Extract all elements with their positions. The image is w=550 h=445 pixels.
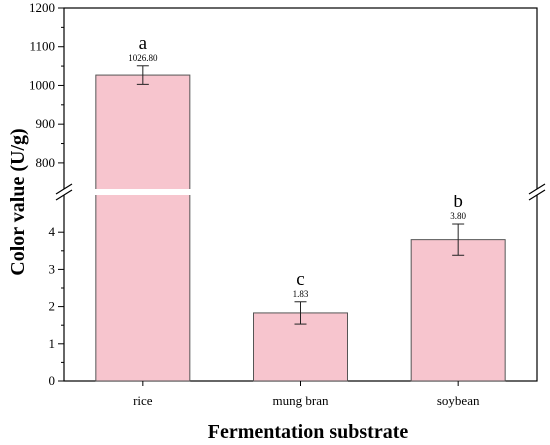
bar-soybean	[410, 239, 506, 382]
data-label: 1.83	[293, 289, 309, 299]
y-break-mark-left	[55, 189, 73, 201]
y-tick-label: 900	[36, 116, 56, 131]
y-tick-label: 1000	[29, 77, 55, 92]
y-tick-label: 2	[49, 299, 56, 314]
y-break-mark-left	[55, 183, 73, 195]
data-label: 1026.80	[128, 53, 158, 63]
bar-rice	[95, 74, 191, 382]
plot-area: 1026.80a rice 1.83c mung bran 3.80b soybean 0 1…	[29, 0, 546, 408]
x-axis-title: Fermentation substrate	[208, 421, 409, 443]
axis-break-gap	[63, 189, 538, 195]
y-axis-title: Color value (U/g)	[7, 128, 29, 275]
y-tick-label: 1100	[29, 39, 55, 54]
significance-letter: a	[139, 33, 148, 54]
significance-letter: b	[453, 191, 463, 212]
data-label: 3.80	[450, 211, 466, 221]
y-tick-label: 1200	[29, 0, 55, 15]
y-break-mark-right	[528, 183, 546, 195]
y-tick-label: 1	[49, 336, 56, 351]
y-break-mark-right	[528, 189, 546, 201]
y-tick-label: 4	[49, 224, 56, 239]
x-tick-label: rice	[133, 393, 153, 408]
y-tick-label: 0	[49, 373, 56, 388]
significance-letter: c	[296, 269, 304, 290]
y-tick-label: 800	[36, 155, 56, 170]
x-tick-label: soybean	[437, 393, 480, 408]
x-tick-label: mung bran	[273, 393, 329, 408]
y-tick-label: 3	[49, 261, 56, 276]
